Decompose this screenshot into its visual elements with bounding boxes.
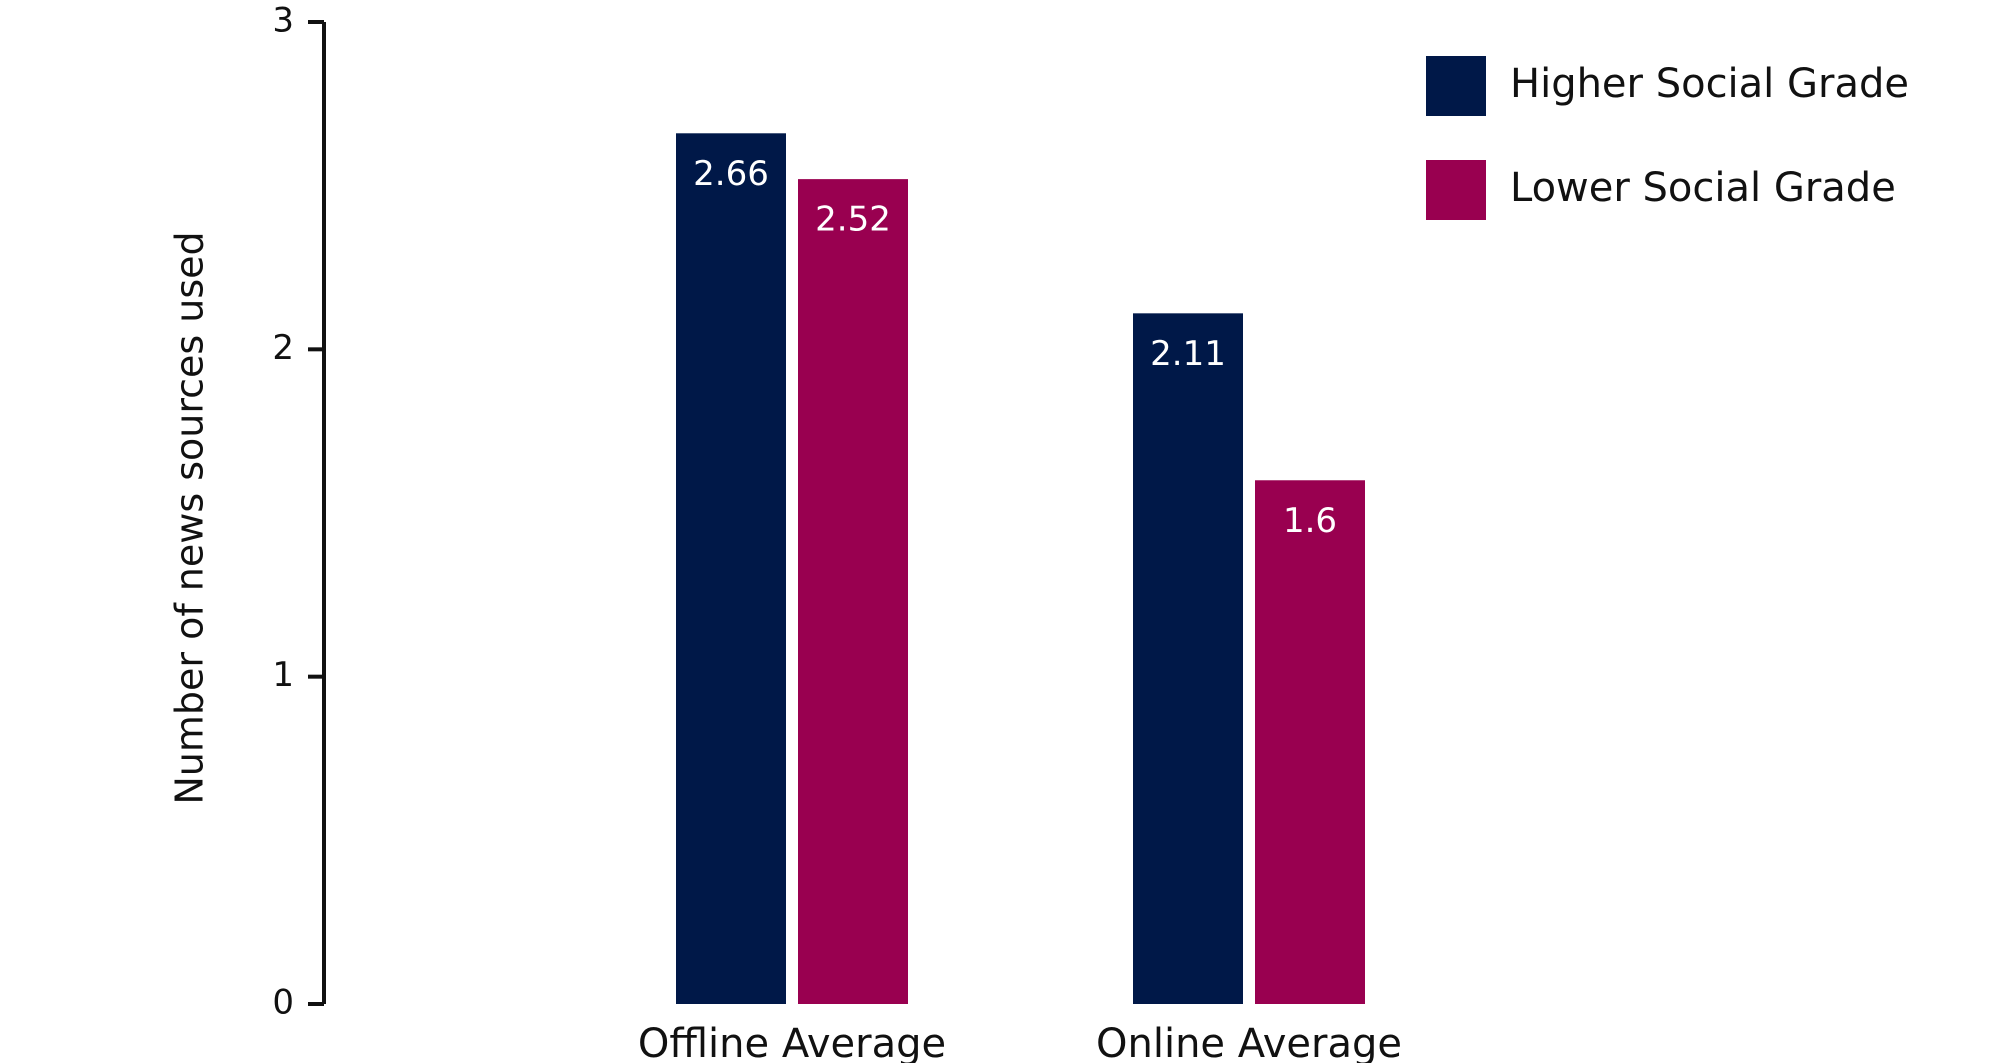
bars: 2.66 2.52 2.11 1.6 <box>676 133 1365 1004</box>
bar <box>798 179 908 1004</box>
category-label: Online Average <box>1096 1021 1402 1063</box>
legend-swatch <box>1426 56 1486 116</box>
category-labels: Offline Average Online Average <box>638 1021 1402 1063</box>
legend-label: Lower Social Grade <box>1510 165 1896 211</box>
y-tick-label: 3 <box>272 1 294 41</box>
legend-label: Higher Social Grade <box>1510 61 1909 107</box>
y-tick-label: 2 <box>272 328 294 368</box>
bar <box>1133 313 1243 1004</box>
data-label: 2.11 <box>1150 334 1226 374</box>
data-label: 2.66 <box>693 154 769 194</box>
legend-swatch <box>1426 160 1486 220</box>
legend: Higher Social Grade Lower Social Grade <box>1426 56 1909 220</box>
category-label: Offline Average <box>638 1021 946 1063</box>
y-axis: 0 1 2 3 <box>272 1 326 1023</box>
y-tick-label: 0 <box>272 983 294 1023</box>
bar <box>1255 480 1365 1004</box>
data-label: 2.52 <box>815 200 891 240</box>
y-axis-label: Number of news sources used <box>168 231 212 804</box>
bar <box>676 133 786 1004</box>
y-tick-label: 1 <box>272 655 294 695</box>
data-label: 1.6 <box>1283 501 1337 541</box>
